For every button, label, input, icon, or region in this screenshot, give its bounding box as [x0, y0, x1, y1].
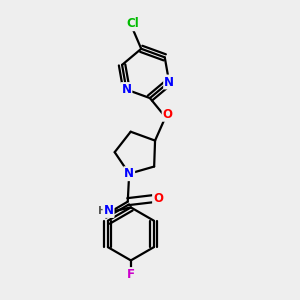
Text: N: N — [103, 204, 114, 217]
Text: H: H — [98, 206, 107, 215]
Text: N: N — [164, 76, 174, 88]
Text: Cl: Cl — [126, 17, 139, 30]
Text: N: N — [124, 167, 134, 180]
Text: F: F — [127, 268, 135, 281]
Text: O: O — [153, 192, 163, 205]
Text: N: N — [122, 83, 131, 96]
Text: O: O — [163, 108, 172, 121]
